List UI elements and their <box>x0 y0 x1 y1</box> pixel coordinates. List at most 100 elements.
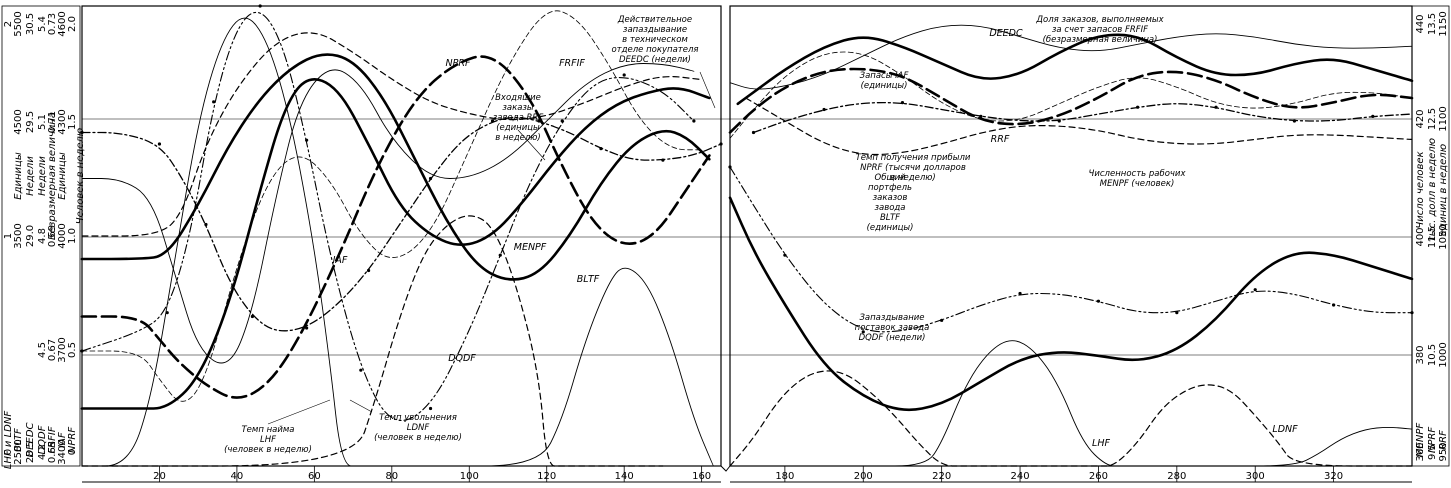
annotation-line: (единицы) <box>867 223 914 233</box>
left-axis-tick-0-73: 0.73 <box>47 13 58 35</box>
x-tick-label-300: 300 <box>1246 471 1265 482</box>
series-line-lhf-panel-2 <box>729 340 1413 467</box>
series-point-dqdf <box>1018 291 1022 296</box>
annotation-line: (безразмерная величина) <box>1043 35 1158 45</box>
annotation-line: Численность рабочих <box>1089 169 1187 179</box>
series-point-dqdf <box>305 138 309 142</box>
right-axis-unit-x: единиц в неделю <box>1438 144 1449 236</box>
x-tick-label-20: 20 <box>153 471 166 482</box>
x-tick-label-280: 280 <box>1167 471 1186 482</box>
left-axis-tick-2: 2 <box>3 21 14 27</box>
left-axis-tick-0-69: 0.69 <box>47 225 58 247</box>
series-point-nprf <box>490 119 495 123</box>
left-axis-var-frfif: FRFIF <box>47 426 58 453</box>
annotation-line: заказов <box>873 193 908 203</box>
right-axis-tick-10-5: 10.5 <box>1427 344 1438 366</box>
right-axis-var-rrf: RRF <box>1438 430 1449 450</box>
left-axis-tick-0: 0 <box>3 449 14 455</box>
left-axis-tick-4-5: 4.5 <box>37 342 48 358</box>
x-tick-label-80: 80 <box>385 471 398 482</box>
x-tick-label-220: 220 <box>932 471 951 482</box>
series-point-nprf <box>250 314 254 319</box>
series-point-nprf <box>1292 119 1297 123</box>
series-line-nprf-panel-2 <box>752 101 1413 134</box>
series-line-menpf-panel-1 <box>80 78 711 410</box>
right-axis-tick-13-5: 13.5 <box>1427 13 1438 35</box>
series-point-dqdf <box>359 368 363 372</box>
series-point-nprf <box>204 222 208 227</box>
left-axis-tick-0-5: 0.5 <box>67 342 78 358</box>
right-axis-box <box>1411 5 1450 467</box>
annotation-line: Темп найма <box>241 425 294 435</box>
annotation-leader <box>349 399 373 413</box>
annotation-layer: Действительное запаздывание в техническом о… <box>224 15 1298 455</box>
annotation-line: (единицы) <box>861 81 908 91</box>
series-line-bltf-panel-2 <box>728 196 1414 412</box>
right-axis-block: MENPF Число человек 360 380 400 420 440 NPRF тыс… <box>1411 5 1450 467</box>
annotation-line: DQDF (недели) <box>859 333 926 343</box>
annotation-line: DEEDC (недели) <box>619 55 691 65</box>
right-axis-tick-400: 400 <box>1415 227 1426 246</box>
x-tick-label-120: 120 <box>537 471 556 482</box>
panel-2-border <box>729 5 1413 467</box>
annotation-line: за счет запасов FRFIF <box>1052 25 1148 35</box>
series-point-nprf <box>719 142 723 146</box>
left-axis-tick-4600: 4600 <box>57 11 68 36</box>
left-axis-var-lhf-ldnf: LHF и LDNF <box>3 411 14 469</box>
right-axis-tick-12-5: 12.5 <box>1427 108 1438 130</box>
annotation-line: (человек в неделю) <box>374 433 462 443</box>
annotation-line: LHF <box>1092 438 1110 449</box>
series-point-nprf <box>366 268 371 273</box>
annotation-line: в неделю) <box>890 173 936 183</box>
annotation-line: MENPF (человек) <box>1100 179 1175 189</box>
series-point-nprf <box>1136 105 1140 109</box>
x-tick-label-320: 320 <box>1324 471 1343 482</box>
x-tick-label-100: 100 <box>460 471 479 482</box>
left-axis-tick-5-1: 5.1 <box>37 114 48 130</box>
annotation-line: Входящие <box>495 93 541 103</box>
annotation-line: Запаздывание <box>859 313 924 323</box>
annotation-leader <box>517 129 546 161</box>
annotation-deedc: DEEDC <box>989 28 1023 39</box>
left-axis-box <box>1 5 81 467</box>
series-point-dqdf <box>622 73 626 77</box>
series-point-dqdf <box>560 119 564 123</box>
series-line-nprf-panel-1 <box>81 116 722 332</box>
series-point-nprf <box>900 101 905 105</box>
series-line-iaf-panel-1 <box>81 63 695 364</box>
annotation-ldnf: Темп увольнения LDNF (человек в неделю) <box>374 413 462 443</box>
left-axis-tick-3500: 3500 <box>13 223 24 248</box>
annotation-rrf: Входящие заказы завода RRF (единицы в неделю… <box>493 93 544 143</box>
annotation-line: LDNF <box>407 423 430 433</box>
annotation-line: (единицы <box>496 123 540 133</box>
right-axis-tick-11-5: 11.5 <box>1427 226 1438 248</box>
annotation-frfif: Доля заказов, выполняемых за счет запасов… <box>1035 15 1164 45</box>
annotation-line: (человек в неделю) <box>224 445 312 455</box>
series-point-dqdf <box>212 100 216 104</box>
series-layer <box>80 4 1414 467</box>
annotation-line: Темп получения прибыли <box>856 153 971 163</box>
series-line-rrf-panel-2 <box>745 97 1413 156</box>
x-tick-label-140: 140 <box>615 471 634 482</box>
series-point-dqdf <box>692 119 696 123</box>
series-line-bltf-panel-1 <box>80 53 711 281</box>
series-line-deedc-panel-1 <box>80 55 711 399</box>
annotation-lhf: LHF <box>1092 438 1110 449</box>
series-point-nprf <box>428 176 433 181</box>
series-point-dqdf <box>783 253 787 257</box>
left-axis-var-dqdf: DQDF <box>37 425 48 454</box>
left-axis-tick-0-65: 0.65 <box>47 441 58 463</box>
annotation-line: Запасы IAF <box>860 71 909 81</box>
left-axis-tick-1-5: 1.5 <box>67 114 78 130</box>
series-line-dqdf-panel-1 <box>81 11 695 422</box>
annotation-dqdf: DQDF <box>448 353 476 364</box>
left-axis-var-nprf: NPRF <box>67 427 78 453</box>
annotation-line: в техническом <box>622 35 688 45</box>
annotation-line: портфель <box>868 183 912 193</box>
annotation-menpf: MENPF <box>514 242 547 253</box>
series-point-dqdf <box>861 330 865 334</box>
annotation-line: BLTF <box>880 213 900 223</box>
series-line-deedc-panel-2 <box>728 67 1414 134</box>
series-point-dqdf <box>940 318 944 322</box>
x-tick-label-260: 260 <box>1089 471 1108 482</box>
